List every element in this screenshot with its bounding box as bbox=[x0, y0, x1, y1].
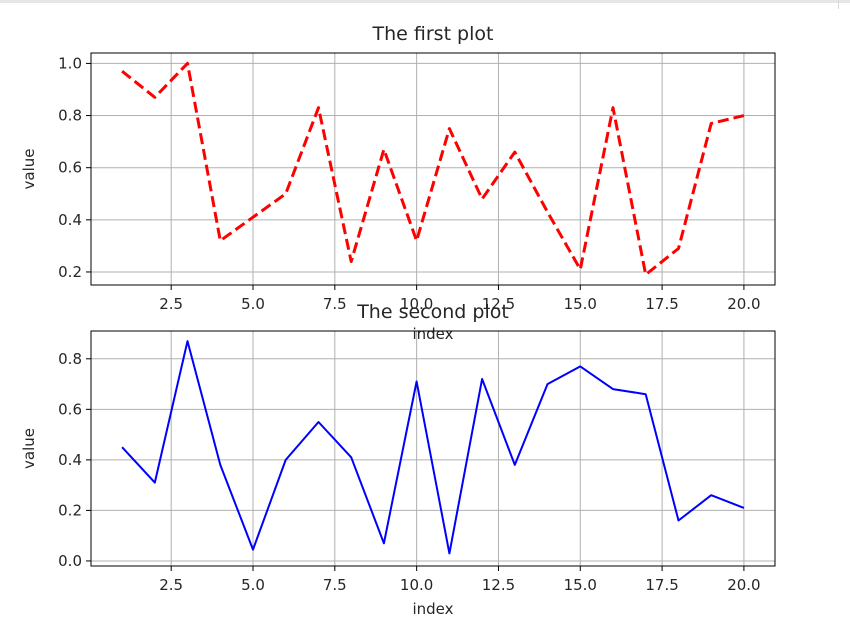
plot2-x-tick-label: 7.5 bbox=[323, 576, 347, 594]
plot1-y-tick-label: 0.6 bbox=[58, 159, 82, 177]
plot1-series-line bbox=[121, 61, 745, 277]
plot2-y-tick-label: 0.2 bbox=[58, 501, 82, 519]
plot2-y-tick-label: 0.0 bbox=[58, 552, 82, 570]
plot2-title: The second plot bbox=[356, 301, 509, 323]
plot1-y-tick-label: 0.2 bbox=[58, 263, 82, 281]
plot2-y-tick-label: 0.6 bbox=[58, 400, 82, 418]
plot1-y-axis-label: value bbox=[20, 149, 38, 190]
plot1-axes-frame bbox=[90, 52, 776, 286]
plot2-x-tick-label: 10.0 bbox=[400, 576, 433, 594]
top-border bbox=[0, 0, 850, 3]
plot2-x-tick-label: 12.5 bbox=[482, 576, 515, 594]
plot2-y-tick-label: 0.8 bbox=[58, 350, 82, 368]
plot2-axes-frame bbox=[90, 330, 776, 567]
plot2-series-line bbox=[121, 340, 745, 555]
plot1-x-tick-label: 10.0 bbox=[400, 295, 433, 313]
plot1-y-tick-label: 1.0 bbox=[58, 54, 82, 72]
plot2-x-tick-label: 2.5 bbox=[159, 576, 183, 594]
plot1-x-tick-label: 7.5 bbox=[323, 295, 347, 313]
plot1-y-tick-label: 0.8 bbox=[58, 107, 82, 125]
plot1-x-tick-label: 5.0 bbox=[241, 295, 265, 313]
plot1-x-tick-label: 20.0 bbox=[727, 295, 760, 313]
plot2-x-tick-label: 5.0 bbox=[241, 576, 265, 594]
plot1-title: The first plot bbox=[372, 23, 494, 45]
plot1-x-tick-label: 17.5 bbox=[645, 295, 678, 313]
plot1-y-tick-label: 0.4 bbox=[58, 211, 82, 229]
plot1-x-tick-label: 2.5 bbox=[159, 295, 183, 313]
plot2-x-tick-label: 20.0 bbox=[727, 576, 760, 594]
plot2-y-tick-label: 0.4 bbox=[58, 451, 82, 469]
plot1-x-tick-label: 15.0 bbox=[564, 295, 597, 313]
plot2-x-axis-label: index bbox=[412, 600, 453, 618]
plot1-x-tick-label: 12.5 bbox=[482, 295, 515, 313]
plot2-x-tick-label: 15.0 bbox=[564, 576, 597, 594]
top-border-tick bbox=[838, 0, 839, 9]
plot2-y-axis-label: value bbox=[20, 428, 38, 469]
plot2-x-tick-label: 17.5 bbox=[645, 576, 678, 594]
plot1-x-axis-label: index bbox=[412, 325, 453, 343]
